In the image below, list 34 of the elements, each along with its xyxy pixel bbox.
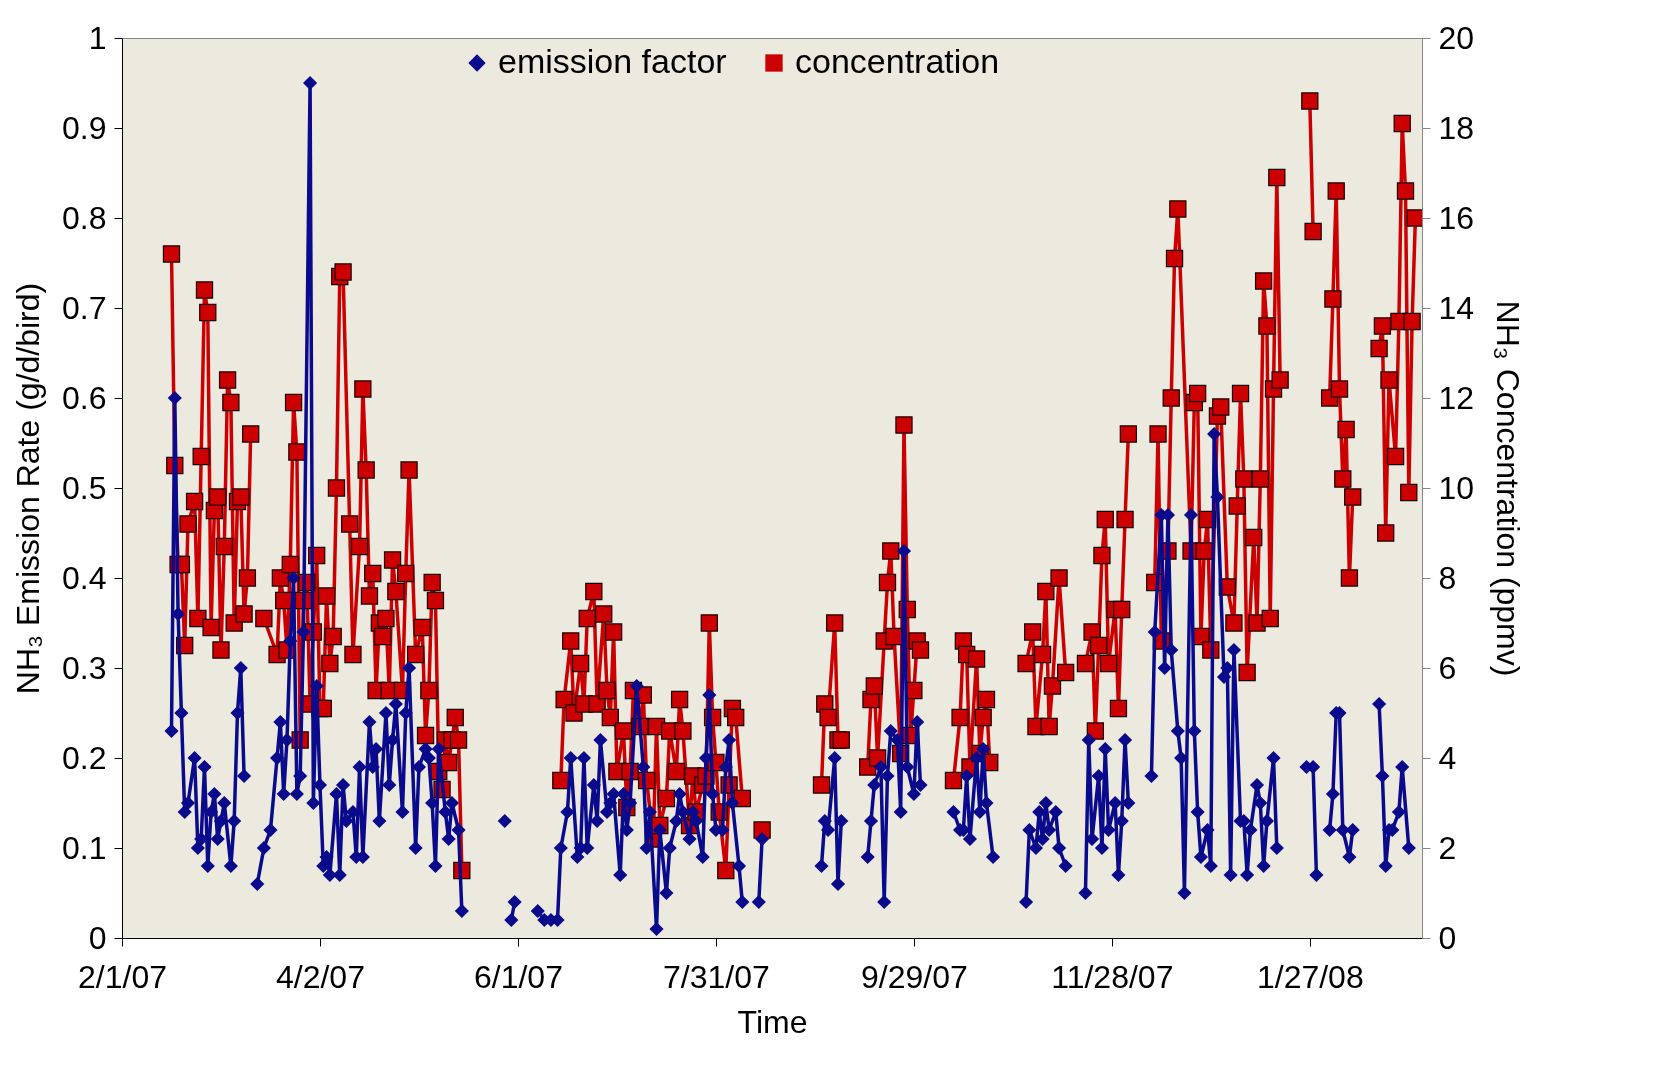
y-tick-label: 0 bbox=[88, 919, 107, 956]
y2-tick-label: 6 bbox=[1438, 649, 1457, 686]
y-tick-label: 0.2 bbox=[62, 739, 107, 776]
x-tick-label: 6/1/07 bbox=[473, 958, 563, 995]
y-tick-label: 0.6 bbox=[62, 379, 107, 416]
y-tick-label: 0.1 bbox=[62, 829, 107, 866]
y-tick-label: 0.9 bbox=[62, 109, 107, 146]
y2-tick-label: 8 bbox=[1438, 559, 1457, 596]
y-tick-label: 0.3 bbox=[62, 649, 107, 686]
y2-tick-label: 10 bbox=[1438, 469, 1475, 506]
y-tick-label: 1 bbox=[88, 19, 107, 56]
legend-label: emission factor bbox=[498, 42, 727, 80]
x-tick-label: 11/28/07 bbox=[1051, 958, 1174, 995]
y2-tick-label: 20 bbox=[1438, 19, 1475, 56]
x-tick-label: 4/2/07 bbox=[275, 958, 365, 995]
y2-tick-label: 12 bbox=[1438, 379, 1475, 416]
legend-label: concentration bbox=[795, 42, 1000, 80]
x-axis-title: Time bbox=[737, 1003, 808, 1040]
y2-tick-label: 2 bbox=[1438, 829, 1457, 866]
y2-tick-label: 4 bbox=[1438, 739, 1457, 776]
x-tick-label: 7/31/07 bbox=[663, 958, 770, 995]
y-axis-title: NH₃ Emission Rate (g/d/bird) bbox=[10, 282, 47, 695]
y2-tick-label: 16 bbox=[1438, 199, 1475, 236]
y2-tick-label: 14 bbox=[1438, 289, 1475, 326]
y-tick-label: 0.4 bbox=[62, 559, 107, 596]
x-tick-label: 2/1/07 bbox=[78, 958, 167, 995]
y-tick-label: 0.8 bbox=[62, 199, 107, 236]
y-tick-label: 0.5 bbox=[62, 469, 107, 506]
x-tick-label: 1/27/08 bbox=[1256, 958, 1364, 995]
y2-tick-label: 18 bbox=[1438, 109, 1475, 146]
y2-axis-title: NH₃ Concentration (ppmv) bbox=[1490, 300, 1527, 677]
x-tick-label: 9/29/07 bbox=[861, 958, 968, 995]
y2-tick-label: 0 bbox=[1438, 919, 1457, 956]
y-tick-label: 0.7 bbox=[62, 289, 107, 326]
